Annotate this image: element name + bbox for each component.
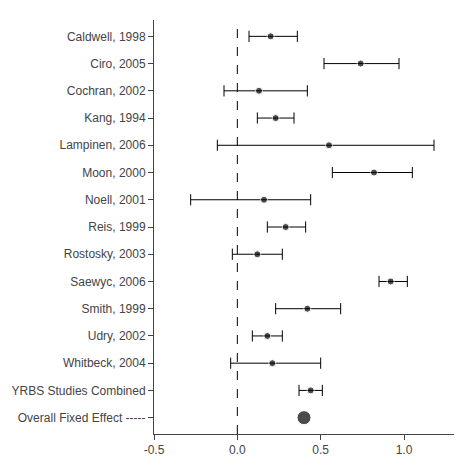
svg-text:Moon, 2000: Moon, 2000 xyxy=(82,166,146,180)
svg-text:YRBS Studies Combined: YRBS Studies Combined xyxy=(12,384,146,398)
svg-text:Rostosky, 2003: Rostosky, 2003 xyxy=(64,247,146,261)
svg-text:Caldwell, 1998: Caldwell, 1998 xyxy=(67,30,146,44)
svg-text:Noell, 2001: Noell, 2001 xyxy=(85,193,146,207)
svg-text:Saewyc, 2006: Saewyc, 2006 xyxy=(70,275,146,289)
svg-text:Udry, 2002: Udry, 2002 xyxy=(88,329,146,343)
svg-text:1.0: 1.0 xyxy=(396,443,413,457)
svg-text:Overall Fixed Effect -----: Overall Fixed Effect ----- xyxy=(18,411,146,425)
svg-text:0.5: 0.5 xyxy=(312,443,329,457)
svg-text:Whitbeck, 2004: Whitbeck, 2004 xyxy=(63,356,146,370)
svg-text:Ciro, 2005: Ciro, 2005 xyxy=(90,57,146,71)
svg-text:Smith, 1999: Smith, 1999 xyxy=(82,302,146,316)
svg-text:-0.5: -0.5 xyxy=(144,443,165,457)
svg-text:Kang, 1994: Kang, 1994 xyxy=(84,111,146,125)
svg-text:Cochran, 2002: Cochran, 2002 xyxy=(67,84,146,98)
svg-text:Reis, 1999: Reis, 1999 xyxy=(88,220,146,234)
svg-text:0.0: 0.0 xyxy=(229,443,246,457)
svg-text:Lampinen, 2006: Lampinen, 2006 xyxy=(60,138,146,152)
